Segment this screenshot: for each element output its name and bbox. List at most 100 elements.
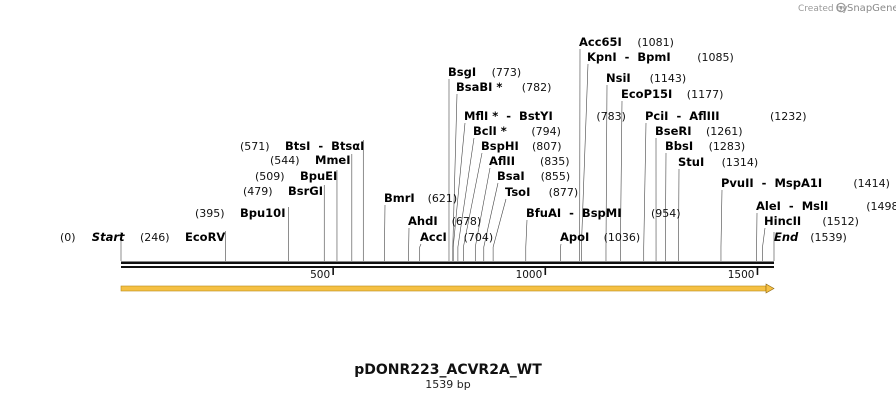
site-label-aflii[interactable]: (835) AflII (489, 154, 570, 168)
site-name: BpuEI (300, 169, 337, 183)
site-position: (1498) (866, 200, 896, 213)
site-position: (571) (240, 140, 270, 153)
ruler-tick-label: 1500 (728, 269, 755, 281)
site-name: BspHI (481, 139, 519, 153)
site-name: StuI (678, 155, 704, 169)
plasmid-length: 1539 bp (425, 378, 470, 391)
site-connector (643, 122, 647, 261)
site-label-pcii-afliii[interactable]: (1232) PciI - AflIII (645, 109, 807, 123)
site-name: BseRI (655, 124, 692, 138)
plasmid-title: pDONR223_ACVR2A_WT (354, 362, 542, 378)
snapgene-logo-icon (836, 2, 846, 13)
site-name: BmrI (384, 191, 415, 205)
site-label-nsii[interactable]: (1143) NsiI (606, 71, 686, 85)
site-label-pvuii-mspa1i[interactable]: (1414) PvuII - MspA1I (721, 176, 890, 190)
site-connector (384, 204, 386, 261)
site-position: (246) (140, 231, 170, 244)
site-name: BsaI (497, 169, 525, 183)
site-connector (605, 84, 608, 261)
site-label-alei-msli[interactable]: (1498) AleI - MslI (756, 199, 896, 213)
site-label-bsai[interactable]: (855) BsaI (497, 169, 570, 183)
site-label-end[interactable]: (1539) End (774, 230, 847, 244)
site-label-ecop15i[interactable]: (1177) EcoP15I (621, 87, 723, 101)
site-name: BfuAI - BspMI (526, 206, 622, 220)
site-label-bpu10i[interactable]: (395) Bpu10I (195, 206, 285, 220)
site-label-ahdi[interactable]: (678) AhdI (408, 214, 481, 228)
site-label-hincii[interactable]: (1512) HincII (764, 214, 859, 228)
site-label-ecorv[interactable]: (246) EcoRV (140, 230, 225, 244)
site-position: (1512) (822, 215, 859, 228)
site-position: (954) (651, 207, 681, 220)
site-name: TsoI (505, 185, 530, 199)
site-position: (782) (522, 81, 552, 94)
site-connector (474, 167, 491, 261)
site-label-start[interactable]: (0) Start (60, 230, 125, 244)
site-label-stui[interactable]: (1314) StuI (678, 155, 758, 169)
site-position: (544) (270, 154, 300, 167)
site-connector (419, 243, 422, 261)
site-position: (877) (549, 186, 579, 199)
site-label-bfuai-bspmi[interactable]: (954) BfuAI - BspMI (526, 206, 681, 220)
site-label-mfli-bstyi[interactable]: (783) MflI * - BstYI (464, 109, 626, 123)
site-name: MflI * - BstYI (464, 109, 553, 123)
site-name: ApoI (560, 230, 589, 244)
site-name: MmeI (315, 153, 351, 167)
site-label-bsgi[interactable]: (773) BsgI (448, 65, 521, 79)
site-connector (492, 198, 507, 261)
site-label-tsoi[interactable]: (877) TsoI (505, 185, 578, 199)
site-connector (665, 152, 667, 261)
site-connector (720, 189, 723, 261)
site-position: (1539) (810, 231, 847, 244)
site-label-acci[interactable]: (704) AccI (420, 230, 493, 244)
site-position: (1414) (853, 177, 890, 190)
site-name: AccI (420, 230, 447, 244)
site-name: PvuII - MspA1I (721, 176, 822, 190)
site-position: (678) (452, 215, 482, 228)
sequence-ruler: 500 1000 1500 (121, 261, 774, 281)
site-label-bsabi[interactable]: (782) BsaBI * (456, 80, 551, 94)
site-name: EcoP15I (621, 87, 672, 101)
site-name: BsgI (448, 65, 476, 79)
site-name: Start (92, 230, 125, 244)
site-name: KpnI - BpmI (587, 50, 671, 64)
site-label-bcli[interactable]: (794) BclI * (473, 124, 561, 138)
site-name: Bpu10I (240, 206, 285, 220)
site-position: (1283) (709, 140, 746, 153)
site-position: (1232) (770, 110, 807, 123)
site-position: (1177) (687, 88, 724, 101)
site-connector (525, 219, 528, 261)
site-connector (581, 63, 589, 261)
site-label-bbsi[interactable]: (1283) BbsI (665, 139, 745, 153)
site-label-bsphi[interactable]: (807) BspHI (481, 139, 562, 153)
site-connector (463, 152, 483, 261)
site-name: BtsI - BtsαI (285, 139, 364, 153)
site-label-apoi[interactable]: (1036) ApoI (560, 230, 640, 244)
site-name: AhdI (408, 214, 438, 228)
site-name: BbsI (665, 139, 693, 153)
site-position: (794) (531, 125, 561, 138)
site-label-kpni-bpmi[interactable]: (1085) KpnI - BpmI (587, 50, 734, 64)
site-name: AleI - MslI (756, 199, 828, 213)
site-position: (1314) (722, 156, 759, 169)
site-position: (395) (195, 207, 225, 220)
site-label-btsi-bts-i[interactable]: (571) BtsI - BtsαI (240, 139, 364, 153)
site-position: (704) (464, 231, 494, 244)
site-label-acc65i[interactable]: (1081) Acc65I (579, 35, 674, 49)
feature-arrow[interactable] (120, 283, 775, 294)
site-label-bsrgi[interactable]: (479) BsrGI (243, 184, 323, 198)
site-label-bpuei[interactable]: (509) BpuEI (255, 169, 337, 183)
site-position: (1036) (604, 231, 641, 244)
ruler-tick-label: 1000 (516, 269, 543, 281)
site-position: (773) (492, 66, 522, 79)
site-position: (783) (596, 110, 626, 123)
site-name: Acc65I (579, 35, 622, 49)
site-position: (1261) (706, 125, 743, 138)
site-name: BsrGI (288, 184, 323, 198)
site-label-bseri[interactable]: (1261) BseRI (655, 124, 743, 138)
site-name: BclI * (473, 124, 507, 138)
site-name: NsiI (606, 71, 631, 85)
site-label-mmei[interactable]: (544) MmeI (270, 153, 351, 167)
site-label-bmri[interactable]: (621) BmrI (384, 191, 457, 205)
ruler-ticks: 500 1000 1500 (310, 266, 759, 281)
